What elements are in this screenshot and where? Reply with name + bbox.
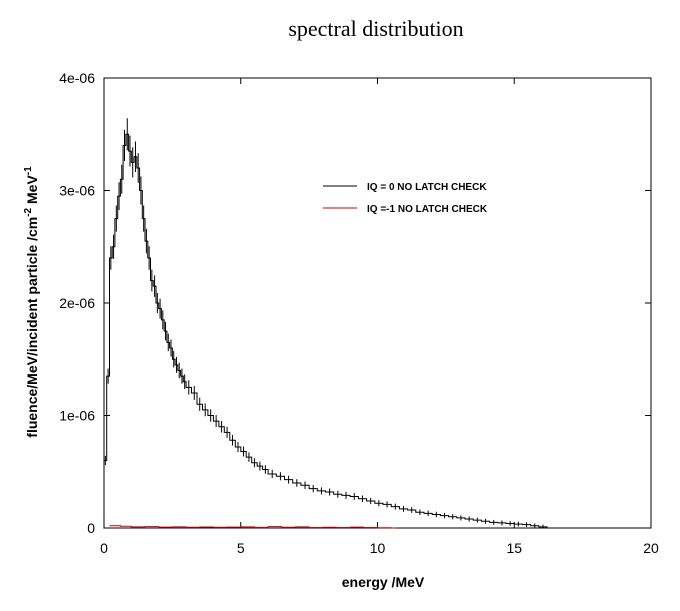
y-tick-label: 4e-06: [59, 70, 95, 86]
series-layer: [104, 118, 552, 529]
x-tick-label: 5: [237, 540, 245, 556]
series-1-line: [109, 525, 396, 529]
y-axis-label-sup2: -1: [23, 166, 34, 175]
chart-title: spectral distribution: [288, 16, 463, 41]
x-tick-label: 0: [100, 540, 108, 556]
y-axis-label-mid: MeV: [24, 175, 40, 208]
x-axis-label: energy /MeV: [342, 574, 425, 590]
series-0: [104, 118, 552, 529]
y-axis-label: fluence/MeV/incident particle /cm-2 MeV-…: [23, 166, 40, 438]
y-tick-label: 1e-06: [59, 408, 95, 424]
legend-label-1: IQ =-1 NO LATCH CHECK: [367, 204, 488, 215]
plot-frame: [103, 77, 652, 529]
series-1: [109, 525, 396, 529]
x-axis: 0 5 10 15 20: [100, 78, 659, 556]
x-tick-label: 20: [643, 540, 659, 556]
x-tick-label: 15: [506, 540, 522, 556]
x-tick-label: 10: [370, 540, 386, 556]
plot-border: [103, 77, 652, 529]
y-tick-label: 0: [87, 520, 95, 536]
legend-label-0: IQ = 0 NO LATCH CHECK: [367, 182, 487, 193]
y-tick-label: 3e-06: [59, 183, 95, 199]
y-tick-label: 2e-06: [59, 295, 95, 311]
legend: IQ = 0 NO LATCH CHECK IQ =-1 NO LATCH CHE…: [323, 182, 488, 215]
series-0-line: [104, 133, 552, 529]
y-axis-label-sup1: -2: [23, 207, 34, 216]
y-axis-label-prefix: fluence/MeV/incident particle /cm: [24, 217, 40, 438]
y-axis: 0 1e-06 2e-06 3e-06 4e-06: [59, 70, 651, 536]
